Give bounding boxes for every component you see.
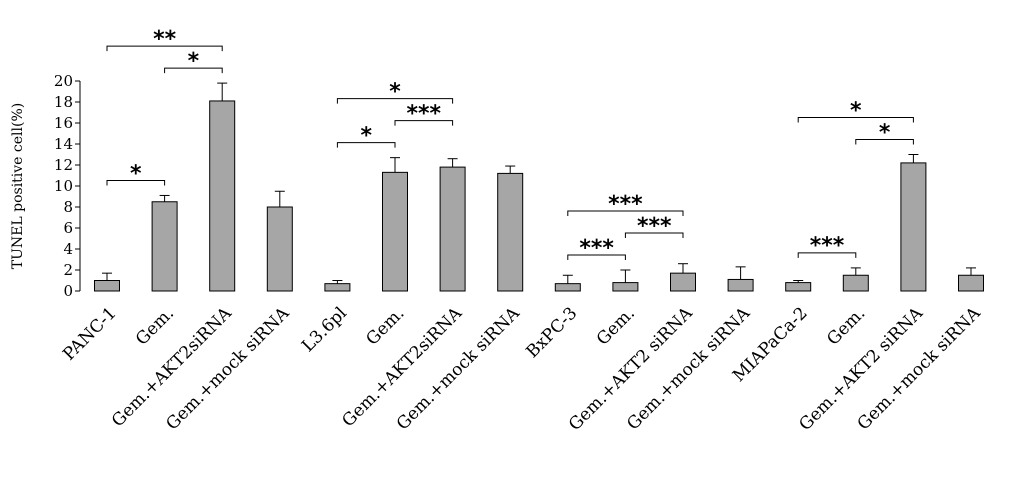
significance-label: *	[360, 123, 372, 148]
bar	[324, 283, 351, 292]
y-tick-label: 8	[63, 198, 73, 216]
significance-bracket	[797, 117, 914, 123]
y-tick-label: 12	[54, 156, 73, 174]
significance-bracket	[106, 45, 223, 52]
bar	[266, 206, 293, 292]
significance-bracket	[567, 254, 626, 260]
y-tick-label: 10	[54, 177, 73, 195]
significance-label: ***	[407, 101, 442, 126]
bar	[900, 162, 927, 292]
bar	[958, 274, 984, 292]
category-label: PANC-1	[59, 303, 120, 364]
category-label: Gem.	[362, 303, 408, 349]
significance-label: ***	[579, 236, 614, 261]
bar	[497, 172, 524, 292]
y-tick-label: 16	[54, 114, 73, 132]
bar	[612, 282, 639, 292]
y-tick-label: 2	[63, 261, 73, 279]
bar	[670, 272, 696, 292]
significance-bracket	[336, 142, 396, 148]
y-axis-label: TUNEL positive cell(%)	[10, 103, 26, 269]
significance-bracket	[855, 139, 914, 145]
bar	[94, 280, 120, 292]
category-label: Gem.	[593, 303, 639, 349]
significance-label: *	[130, 161, 142, 186]
significance-label: *	[850, 98, 862, 123]
significance-bracket	[624, 232, 684, 238]
bar	[554, 283, 581, 292]
bar	[439, 166, 466, 292]
error-bars	[102, 82, 976, 284]
significance-bracket	[797, 252, 857, 258]
y-tick-label: 0	[63, 282, 73, 300]
significance-brackets: ***********************	[106, 27, 914, 261]
y-axis: 0 2 4 6 8 10 12 14 16 18 20	[54, 72, 81, 300]
significance-label: *	[879, 120, 891, 145]
y-tick-label: 4	[63, 240, 73, 258]
bar	[727, 278, 754, 292]
category-label: Gem.	[132, 303, 178, 349]
significance-bracket	[394, 120, 454, 126]
bars	[94, 100, 984, 292]
category-label: Gem.	[823, 303, 869, 349]
bar	[382, 171, 408, 292]
category-label: BxPC-3	[523, 303, 582, 362]
y-tick-label: 20	[54, 72, 73, 90]
bar	[151, 201, 178, 292]
significance-label: ***	[810, 234, 845, 259]
bar	[209, 100, 236, 292]
bar	[785, 282, 812, 292]
y-tick-label: 6	[63, 219, 73, 237]
category-label: L3.6pl	[298, 303, 351, 356]
significance-label: *	[389, 79, 401, 104]
significance-label: ***	[608, 192, 643, 217]
significance-label: *	[188, 49, 200, 74]
significance-bracket	[336, 98, 454, 104]
significance-bracket	[106, 179, 166, 186]
bar	[842, 274, 869, 292]
y-tick-label: 18	[54, 93, 73, 111]
significance-bracket	[567, 210, 684, 216]
significance-label: **	[153, 27, 177, 52]
significance-label: ***	[637, 214, 672, 239]
y-tick-label: 14	[54, 135, 73, 153]
significance-bracket	[164, 67, 223, 74]
